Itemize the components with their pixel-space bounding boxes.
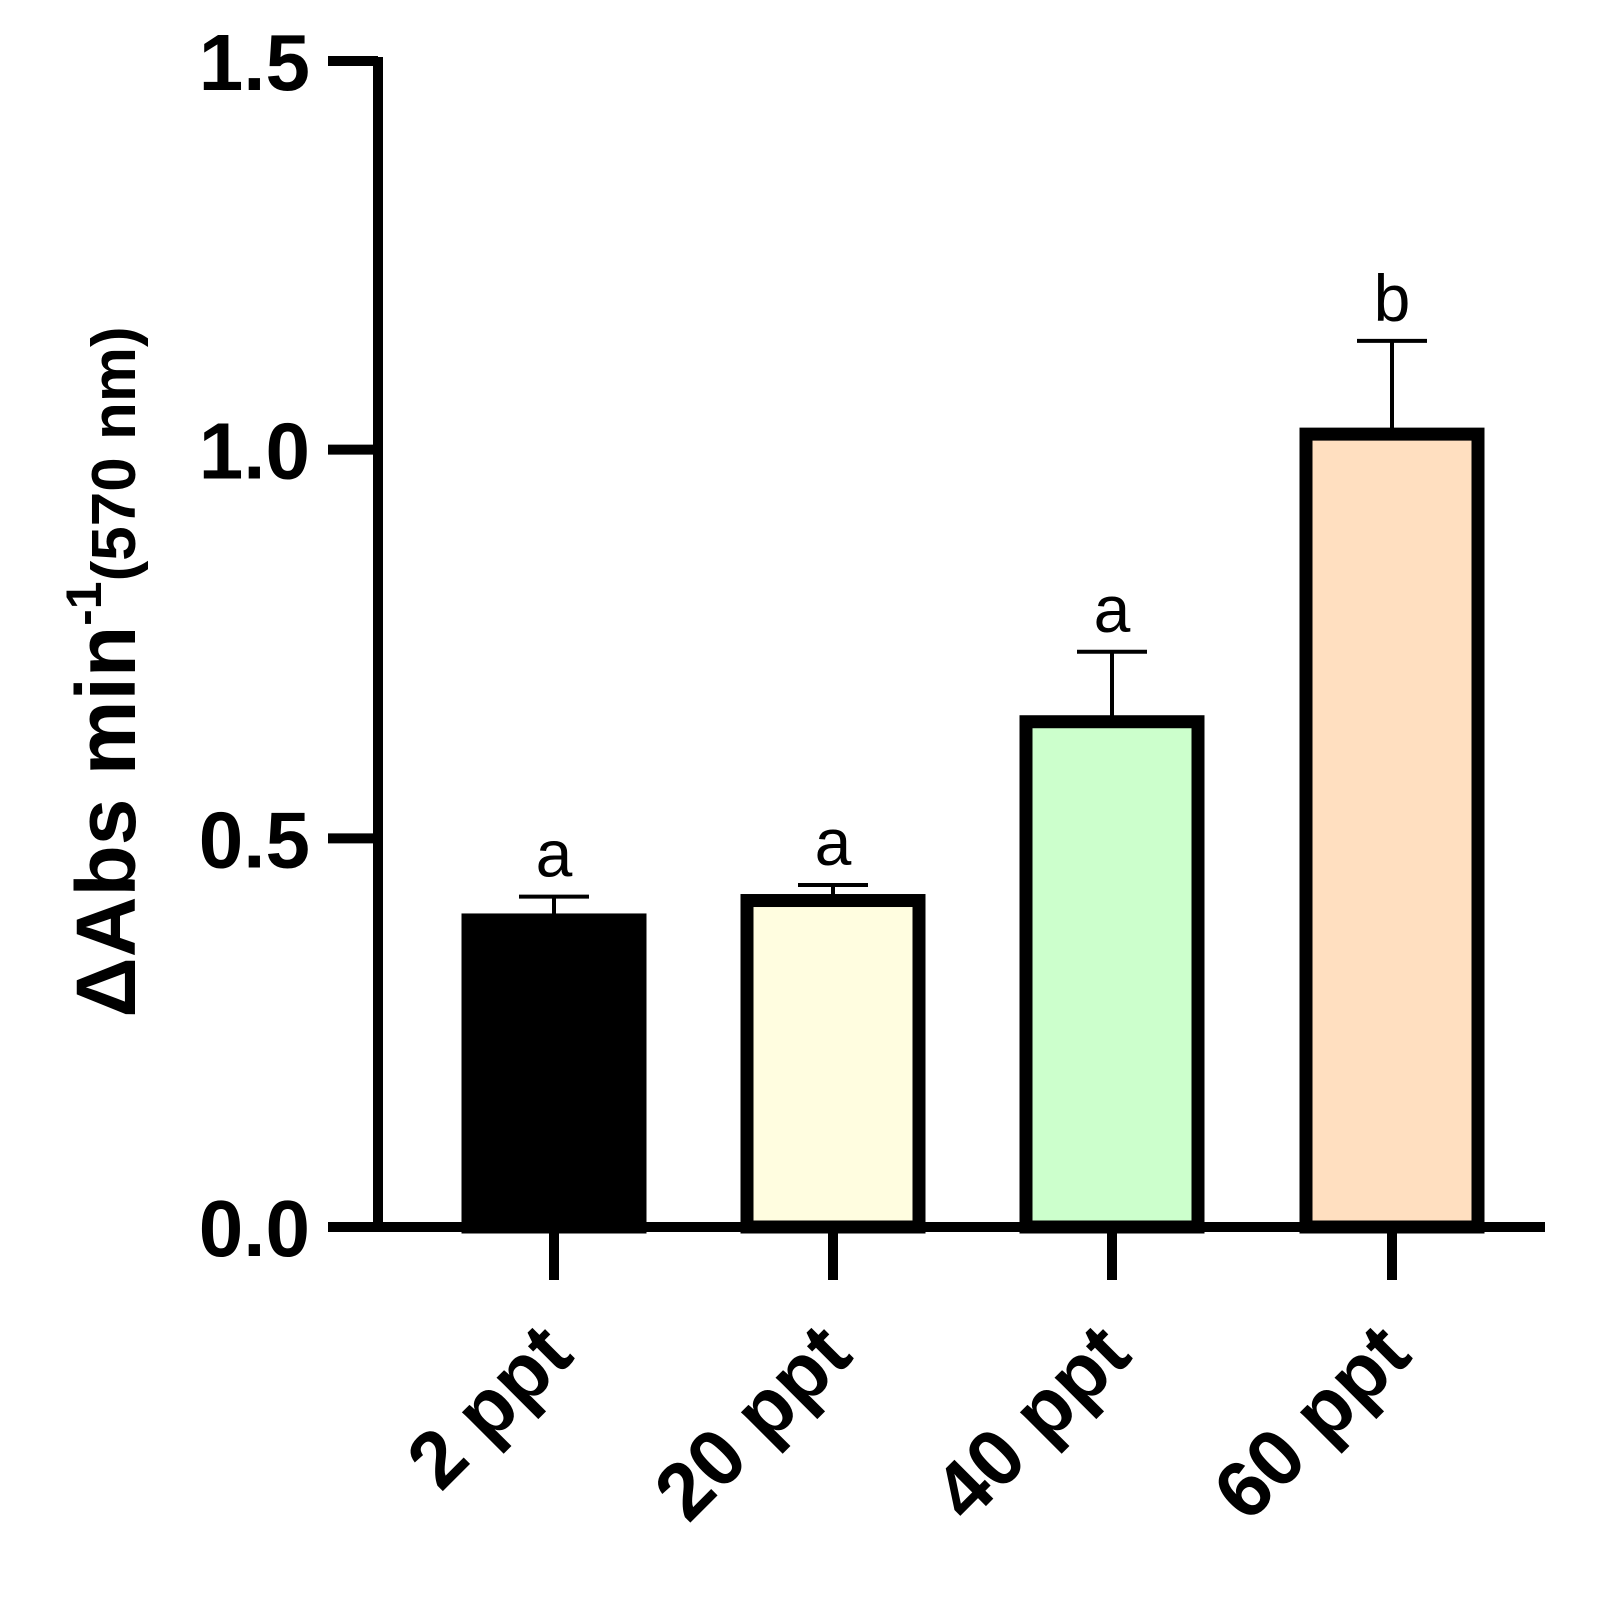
y-tick-label: 0.5: [199, 795, 310, 884]
significance-label: a: [1094, 572, 1131, 646]
svg-text:ΔAbs min-1(570 nm): ΔAbs min-1(570 nm): [56, 326, 153, 1017]
bar: [740, 894, 926, 1234]
x-tick-label: 60 ppt: [1196, 1307, 1426, 1537]
bar: [1299, 427, 1485, 1234]
bars: a a a b: [461, 261, 1485, 1234]
significance-label: a: [536, 817, 573, 891]
y-axis: 0.0 0.5 1.0 1.5: [199, 18, 383, 1273]
x-axis: 2 ppt 20 ppt 40 ppt 60 ppt: [328, 1222, 1545, 1537]
y-axis-label: ΔAbs min-1(570 nm): [56, 326, 153, 1017]
y-axis-label-main: ΔAbs min: [59, 626, 153, 1018]
bar: [1019, 715, 1205, 1234]
y-tick-label: 1.0: [199, 407, 310, 496]
x-tick-label: 2 ppt: [390, 1307, 588, 1505]
y-axis-label-unit: (570 nm): [80, 326, 149, 581]
bar: [461, 913, 647, 1234]
y-axis-label-superscript: -1: [56, 581, 112, 625]
x-tick-label: 40 ppt: [916, 1307, 1146, 1537]
significance-label: b: [1374, 261, 1411, 335]
y-tick-label: 0.0: [199, 1184, 310, 1273]
y-tick-label: 1.5: [199, 18, 310, 107]
significance-label: a: [815, 805, 852, 879]
x-tick-label: 20 ppt: [637, 1307, 867, 1537]
